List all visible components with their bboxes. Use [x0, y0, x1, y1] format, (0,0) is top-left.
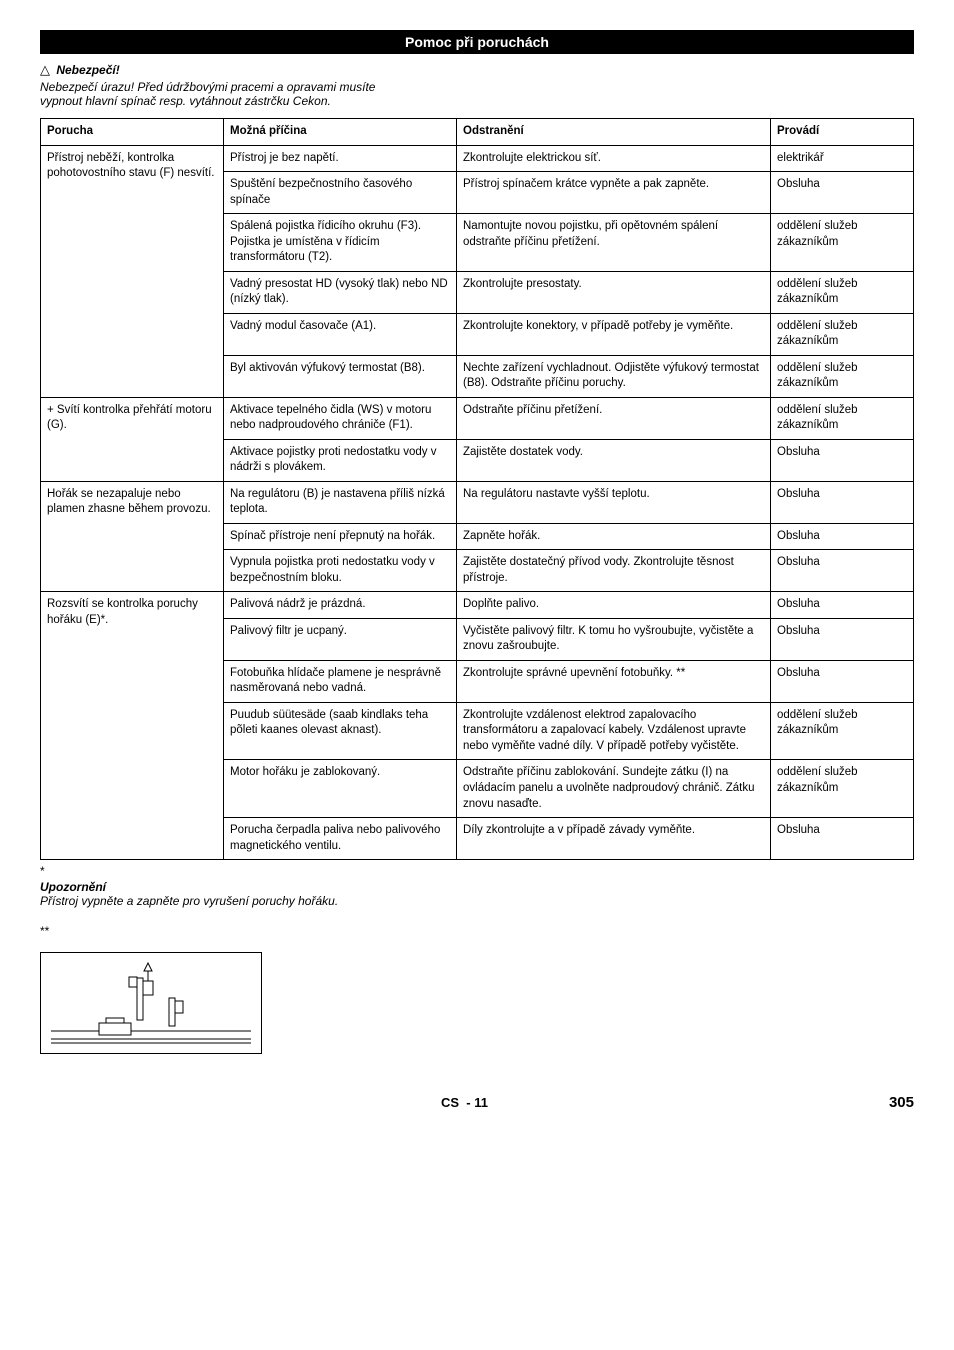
cell-cause: Fotobuňka hlídače plamene je nesprávně n… [224, 660, 457, 702]
footer-center: CS - 11 [441, 1095, 488, 1110]
cell-who: oddělení služeb zákazníkům [771, 760, 914, 818]
warning-heading: △ Nebezpečí! [40, 62, 914, 78]
cell-remedy: Vyčistěte palivový filtr. K tomu ho vyšr… [457, 618, 771, 660]
cell-cause: Palivový filtr je ucpaný. [224, 618, 457, 660]
th-remedy: Odstranění [457, 119, 771, 146]
cell-remedy: Díly zkontrolujte a v případě závady vym… [457, 818, 771, 860]
cell-who: oddělení služeb zákazníkům [771, 397, 914, 439]
section-title: Pomoc při poruchách [40, 30, 914, 54]
footer-page: 11 [474, 1095, 488, 1110]
cell-remedy: Přístroj spínačem krátce vypněte a pak z… [457, 172, 771, 214]
photocell-diagram [40, 952, 262, 1054]
table-row: Přístroj neběží, kontrolka pohotovostníh… [41, 145, 914, 172]
notes-block: * Upozornění Přístroj vypněte a zapněte … [40, 864, 914, 938]
cell-remedy: Zkontrolujte konektory, v případě potřeb… [457, 313, 771, 355]
cell-cause: Na regulátoru (B) je nastavena příliš ní… [224, 481, 457, 523]
cell-cause: Porucha čerpadla paliva nebo palivového … [224, 818, 457, 860]
cell-who: oddělení služeb zákazníkům [771, 702, 914, 760]
cell-who: Obsluha [771, 550, 914, 592]
cell-remedy: Odstraňte příčinu zablokování. Sundejte … [457, 760, 771, 818]
cell-remedy: Na regulátoru nastavte vyšší teplotu. [457, 481, 771, 523]
warning-icon: △ [40, 62, 50, 77]
cell-remedy: Odstraňte příčinu přetížení. [457, 397, 771, 439]
cell-remedy: Zkontrolujte presostaty. [457, 271, 771, 313]
cell-who: oddělení služeb zákazníkům [771, 214, 914, 272]
cell-remedy: Zkontrolujte vzdálenost elektrod zapalov… [457, 702, 771, 760]
cell-who: Obsluha [771, 439, 914, 481]
faults-table: Porucha Možná příčina Odstranění Provádí… [40, 118, 914, 860]
cell-who: Obsluha [771, 618, 914, 660]
cell-who: Obsluha [771, 481, 914, 523]
cell-who: Obsluha [771, 523, 914, 550]
note-star: * [40, 864, 914, 878]
table-header-row: Porucha Možná příčina Odstranění Provádí [41, 119, 914, 146]
cell-cause: Palivová nádrž je prázdná. [224, 592, 457, 619]
table-row: Hořák se nezapaluje nebo plamen zhasne b… [41, 481, 914, 523]
cell-fault: Přístroj neběží, kontrolka pohotovostníh… [41, 145, 224, 397]
table-row: + Svítí kontrolka přehřátí motoru (G).Ak… [41, 397, 914, 439]
th-who: Provádí [771, 119, 914, 146]
page-footer: CS - 11 305 [40, 1094, 914, 1111]
cell-cause: Puudub süütesäde (saab kindlaks teha põl… [224, 702, 457, 760]
cell-remedy: Namontujte novou pojistku, při opětovném… [457, 214, 771, 272]
cell-remedy: Zkontrolujte elektrickou síť. [457, 145, 771, 172]
cell-fault: + Svítí kontrolka přehřátí motoru (G). [41, 397, 224, 481]
cell-who: oddělení služeb zákazníkům [771, 313, 914, 355]
cell-remedy: Zajistěte dostatek vody. [457, 439, 771, 481]
footer-dash: - [466, 1095, 470, 1110]
cell-cause: Spuštění bezpečnostního časového spínače [224, 172, 457, 214]
cell-fault: Hořák se nezapaluje nebo plamen zhasne b… [41, 481, 224, 592]
footer-lang: CS [441, 1095, 459, 1110]
th-fault: Porucha [41, 119, 224, 146]
cell-remedy: Zapněte hořák. [457, 523, 771, 550]
warning-text-line2: vypnout hlavní spínač resp. vytáhnout zá… [40, 94, 331, 108]
cell-cause: Přístroj je bez napětí. [224, 145, 457, 172]
warning-text-line1: Nebezpečí úrazu! Před údržbovými pracemi… [40, 80, 375, 94]
cell-who: oddělení služeb zákazníkům [771, 271, 914, 313]
cell-remedy: Doplňte palivo. [457, 592, 771, 619]
warning-text: Nebezpečí úrazu! Před údržbovými pracemi… [40, 80, 914, 108]
cell-cause: Aktivace pojistky proti nedostatku vody … [224, 439, 457, 481]
cell-remedy: Zajistěte dostatečný přívod vody. Zkontr… [457, 550, 771, 592]
th-cause: Možná příčina [224, 119, 457, 146]
note-double-star: ** [40, 924, 914, 938]
cell-fault: Rozsvítí se kontrolka poruchy hořáku (E)… [41, 592, 224, 860]
cell-remedy: Nechte zařízení vychladnout. Odjistěte v… [457, 355, 771, 397]
cell-cause: Aktivace tepelného čidla (WS) v motoru n… [224, 397, 457, 439]
cell-cause: Vadný presostat HD (vysoký tlak) nebo ND… [224, 271, 457, 313]
cell-cause: Spálená pojistka řídicího okruhu (F3). P… [224, 214, 457, 272]
footer-abs-page: 305 [889, 1094, 914, 1111]
cell-cause: Vadný modul časovače (A1). [224, 313, 457, 355]
cell-who: Obsluha [771, 660, 914, 702]
cell-who: Obsluha [771, 818, 914, 860]
cell-who: elektrikář [771, 145, 914, 172]
cell-cause: Vypnula pojistka proti nedostatku vody v… [224, 550, 457, 592]
note-text: Přístroj vypněte a zapněte pro vyrušení … [40, 894, 914, 908]
cell-who: Obsluha [771, 592, 914, 619]
cell-remedy: Zkontrolujte správné upevnění fotobuňky.… [457, 660, 771, 702]
cell-cause: Motor hořáku je zablokovaný. [224, 760, 457, 818]
cell-who: oddělení služeb zákazníkům [771, 355, 914, 397]
note-label: Upozornění [40, 880, 914, 894]
table-row: Rozsvítí se kontrolka poruchy hořáku (E)… [41, 592, 914, 619]
cell-who: Obsluha [771, 172, 914, 214]
warning-label: Nebezpečí! [56, 63, 119, 77]
cell-cause: Byl aktivován výfukový termostat (B8). [224, 355, 457, 397]
cell-cause: Spínač přístroje není přepnutý na hořák. [224, 523, 457, 550]
